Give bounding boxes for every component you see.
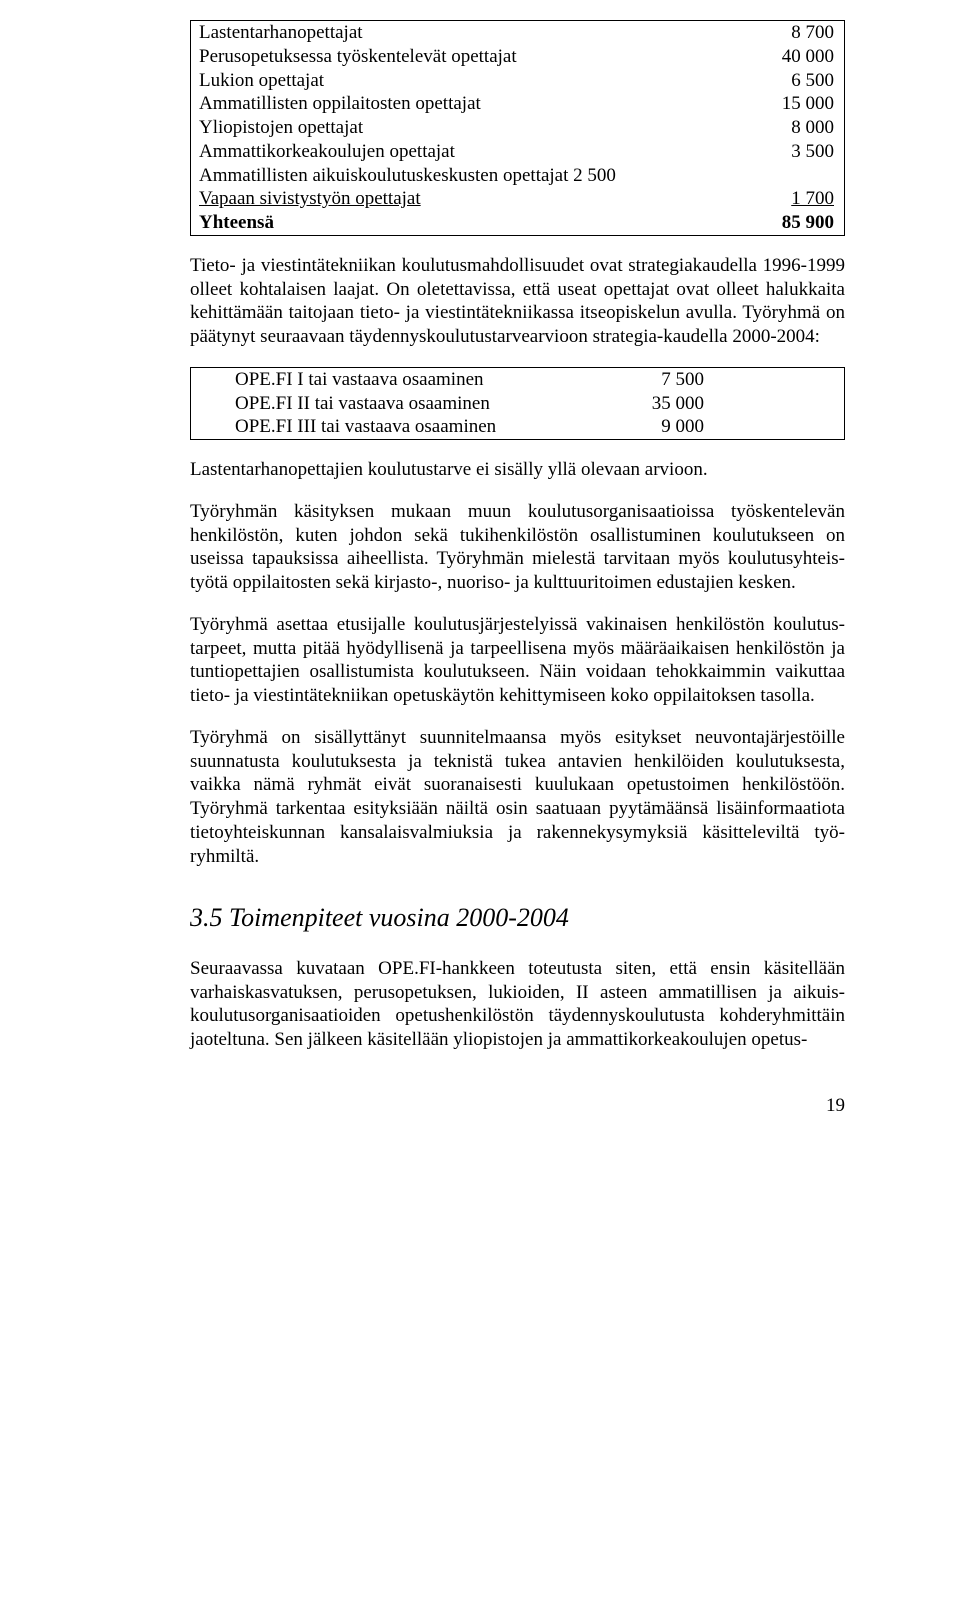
- row-value: 40 000: [753, 45, 844, 69]
- row-value: 15 000: [753, 92, 844, 116]
- table-row-total: Yhteensä 85 900: [191, 211, 844, 235]
- row-label: Lastentarhanopettajat: [191, 21, 753, 45]
- table-row: Yliopistojen opettajat 8 000: [191, 116, 844, 140]
- body-paragraph: Seuraavassa kuvataan OPE.FI-hankkeen tot…: [190, 957, 845, 1052]
- table-row: Ammatillisten oppilaitosten opettajat 15…: [191, 92, 844, 116]
- row-label: Ammatillisten aikuiskoulutuskeskusten op…: [191, 164, 753, 188]
- page: Lastentarhanopettajat 8 700 Perusopetuks…: [0, 0, 960, 1158]
- teacher-counts-box: Lastentarhanopettajat 8 700 Perusopetuks…: [190, 20, 845, 236]
- teacher-counts-table: Lastentarhanopettajat 8 700 Perusopetuks…: [191, 21, 844, 235]
- row-label: Perusopetuksessa työskentelevät opettaja…: [191, 45, 753, 69]
- opefi-box: OPE.FI I tai vastaava osaaminen 7 500 OP…: [190, 367, 845, 440]
- row-label: Ammatillisten oppilaitosten opettajat: [191, 92, 753, 116]
- table-row: Perusopetuksessa työskentelevät opettaja…: [191, 45, 844, 69]
- body-paragraph: Työryhmän käsityksen mukaan muun koulutu…: [190, 500, 845, 595]
- row-label: OPE.FI II tai vastaava osaaminen: [191, 392, 589, 416]
- row-label: Yliopistojen opettajat: [191, 116, 753, 140]
- row-value: 9 000: [589, 415, 844, 439]
- row-value: 35 000: [589, 392, 844, 416]
- table-row: Lastentarhanopettajat 8 700: [191, 21, 844, 45]
- row-value: 8 000: [753, 116, 844, 140]
- table-row: Ammattikorkeakoulujen opettajat 3 500: [191, 140, 844, 164]
- section-heading: 3.5 Toimenpiteet vuosina 2000-2004: [190, 902, 845, 935]
- page-number: 19: [190, 1094, 845, 1118]
- row-value: 3 500: [753, 140, 844, 164]
- table-row: OPE.FI II tai vastaava osaaminen 35 000: [191, 392, 844, 416]
- body-paragraph: Työryhmä on sisällyttänyt suunnitelmaans…: [190, 726, 845, 869]
- table-row: Ammatillisten aikuiskoulutuskeskusten op…: [191, 164, 844, 188]
- table-row: Vapaan sivistystyön opettajat 1 700: [191, 187, 844, 211]
- opefi-table: OPE.FI I tai vastaava osaaminen 7 500 OP…: [191, 368, 844, 439]
- body-paragraph: Lastentarhanopettajien koulutustarve ei …: [190, 458, 845, 482]
- body-paragraph: Tieto- ja viestintätekniikan koulutusmah…: [190, 254, 845, 349]
- table-row: OPE.FI I tai vastaava osaaminen 7 500: [191, 368, 844, 392]
- table-row: OPE.FI III tai vastaava osaaminen 9 000: [191, 415, 844, 439]
- row-value: 7 500: [589, 368, 844, 392]
- row-label: Vapaan sivistystyön opettajat: [191, 187, 753, 211]
- row-label: Ammattikorkeakoulujen opettajat: [191, 140, 753, 164]
- row-label: Lukion opettajat: [191, 69, 753, 93]
- row-label: Yhteensä: [191, 211, 753, 235]
- row-value: 6 500: [753, 69, 844, 93]
- row-label: OPE.FI III tai vastaava osaaminen: [191, 415, 589, 439]
- row-label: OPE.FI I tai vastaava osaaminen: [191, 368, 589, 392]
- row-value: [753, 164, 844, 188]
- table-row: Lukion opettajat 6 500: [191, 69, 844, 93]
- row-value: 85 900: [753, 211, 844, 235]
- row-value: 1 700: [753, 187, 844, 211]
- body-paragraph: Työryhmä asettaa etusijalle koulutusjärj…: [190, 613, 845, 708]
- row-value: 8 700: [753, 21, 844, 45]
